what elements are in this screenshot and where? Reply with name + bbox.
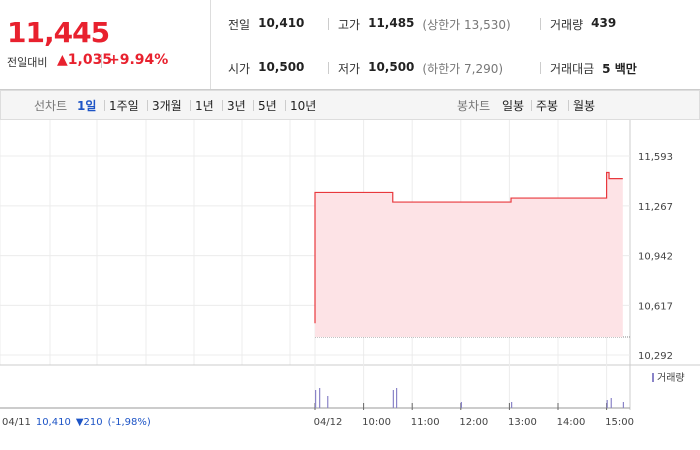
separator [540, 18, 541, 30]
tab[interactable]: 1일 [77, 99, 97, 113]
y-tick-label: 10,617 [638, 301, 673, 312]
separator [222, 100, 223, 111]
y-tick-label: 10,292 [638, 351, 673, 362]
volume-bar [610, 398, 612, 408]
summary-item: 전일 10,410 [228, 16, 304, 33]
separator [568, 100, 569, 111]
summary-item: 고가 11,485 (상한가 13,530) [338, 16, 511, 33]
change-pct: +9.94% [108, 52, 169, 68]
summary-label: 전일 [228, 18, 251, 32]
separator [190, 100, 191, 111]
tab-group-label: 선차트 [34, 99, 68, 113]
tab[interactable]: 주봉 [536, 99, 559, 113]
summary-value: 10,410 [258, 16, 305, 30]
summary-item: 거래대금 5 백만 [550, 60, 637, 77]
separator [104, 100, 105, 111]
tab[interactable]: 3년 [227, 99, 246, 113]
x-tick-label: 10:00 [362, 417, 391, 428]
change: ▲1,035 [57, 52, 113, 68]
x-tick-label: 13:00 [508, 417, 537, 428]
summary-label: 저가 [338, 62, 361, 76]
x-tick-label: 12:00 [459, 417, 488, 428]
previous-day-close: 10,410 [36, 417, 71, 428]
summary-value: 11,485 [368, 16, 415, 30]
tab[interactable]: 10년 [290, 99, 317, 113]
quote-panel: 11,445 전일대비 ▲1,035 +9.94% [0, 0, 211, 90]
tab-group-label: 봉차트 [457, 99, 491, 113]
y-tick-label: 11,593 [638, 152, 673, 163]
summary-value: 439 [591, 16, 617, 30]
summary-label: 고가 [338, 18, 361, 32]
previous-day-change: ▼210 [76, 417, 103, 428]
tab[interactable]: 월봉 [573, 99, 596, 113]
separator [531, 100, 532, 111]
separator [253, 100, 254, 111]
separator [328, 18, 329, 30]
summary-value: 5 백만 [602, 62, 637, 76]
change-label: 전일대비 [7, 56, 48, 69]
separator [540, 62, 541, 74]
x-tick-label: 04/12 [314, 417, 343, 428]
separator [147, 100, 148, 111]
previous-day: 04/11 10,410 ▼210 (-1,98%) [2, 417, 151, 428]
x-tick-label: 15:00 [605, 417, 634, 428]
summary-label: 시가 [228, 62, 251, 76]
volume-bar [315, 390, 317, 408]
legend-label: 거래량 [657, 372, 685, 384]
previous-day-date: 04/11 [2, 417, 31, 428]
summary-item: 시가 10,500 [228, 60, 304, 77]
volume-bar [511, 402, 513, 408]
summary-note: (하한가 7,290) [422, 62, 504, 76]
price-area [315, 172, 623, 338]
tab[interactable]: 일봉 [502, 99, 525, 113]
chart: 10,292 10,617 10,942 11,267 11,593 04/12 10:00… [0, 120, 700, 428]
tab-bar: 선차트 봉차트 1일 1주일 3개월 1년 3년 5년 10년 일봉 주봉 월봉 [0, 90, 700, 120]
volume-bar [327, 396, 329, 408]
tab[interactable]: 5년 [258, 99, 277, 113]
divider [0, 89, 700, 90]
x-tick-label: 14:00 [557, 417, 586, 428]
summary-value: 10,500 [258, 60, 305, 74]
separator [101, 54, 102, 68]
volume-bar [396, 388, 398, 408]
summary-value: 10,500 [368, 60, 415, 74]
volume-bar [606, 400, 608, 408]
separator [285, 100, 286, 111]
volume-bar [460, 402, 462, 408]
tab[interactable]: 1년 [195, 99, 214, 113]
volume-bar [392, 390, 394, 408]
price-line [314, 171, 623, 324]
summary-item: 저가 10,500 (하한가 7,290) [338, 60, 503, 77]
summary-label: 거래대금 [550, 62, 595, 76]
volume-bar [319, 388, 321, 408]
y-tick-label: 11,267 [638, 202, 673, 213]
summary-note: (상한가 13,530) [422, 18, 511, 32]
tab[interactable]: 3개월 [152, 99, 182, 113]
previous-day-change-pct: (-1,98%) [108, 417, 151, 428]
y-tick-label: 10,942 [638, 252, 673, 263]
x-tick-label: 11:00 [411, 417, 440, 428]
volume-bar [622, 402, 624, 408]
summary-label: 거래량 [550, 18, 584, 32]
legend-swatch [652, 373, 654, 382]
separator [328, 62, 329, 74]
summary-item: 거래량 439 [550, 16, 616, 33]
tab[interactable]: 1주일 [109, 99, 139, 113]
price: 11,445 [7, 16, 110, 49]
